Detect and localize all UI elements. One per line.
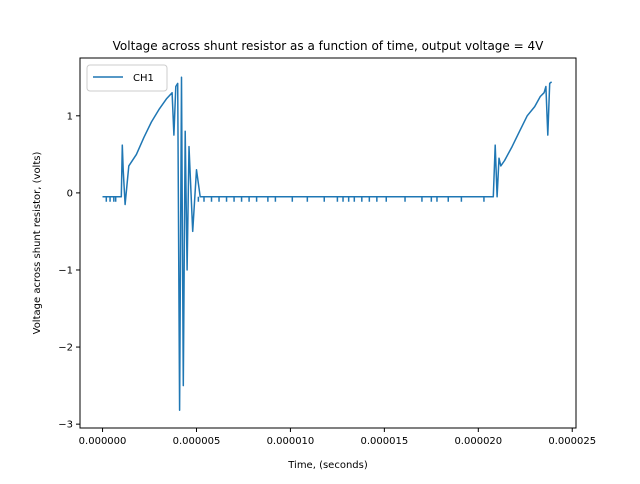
x-tick-label: 0.000020 <box>454 436 502 447</box>
y-axis-label: Voltage across shunt resistor, (volts) <box>32 152 43 335</box>
x-tick-label: 0.000000 <box>79 436 127 447</box>
legend: CH1 <box>86 64 168 92</box>
chart-title: Voltage across shunt resistor as a funct… <box>113 39 544 53</box>
legend-label-ch1: CH1 <box>133 73 154 84</box>
x-tick-label: 0.000010 <box>267 436 315 447</box>
legend-box <box>86 64 168 92</box>
y-tick-label: 1 <box>67 111 73 122</box>
x-axis-ticks: 0.000000 0.000005 0.000010 0.000015 0.000020… <box>79 428 596 447</box>
y-tick-label: −1 <box>58 265 73 276</box>
x-tick-label: 0.000025 <box>548 436 596 447</box>
y-tick-label: −2 <box>58 343 73 354</box>
x-axis-label: Time, (seconds) <box>287 460 368 471</box>
plot-area: 0.000000 0.000005 0.000010 0.000015 0.000020… <box>58 57 596 447</box>
y-tick-label: −3 <box>58 420 73 431</box>
axes-frame <box>79 57 577 429</box>
x-tick-label: 0.000015 <box>361 436 409 447</box>
y-axis-ticks: −3 −2 −1 0 1 <box>58 111 80 431</box>
series-line-ch1 <box>102 76 553 412</box>
x-tick-label: 0.000005 <box>173 436 221 447</box>
series-layer <box>102 76 553 412</box>
y-tick-label: 0 <box>67 188 73 199</box>
